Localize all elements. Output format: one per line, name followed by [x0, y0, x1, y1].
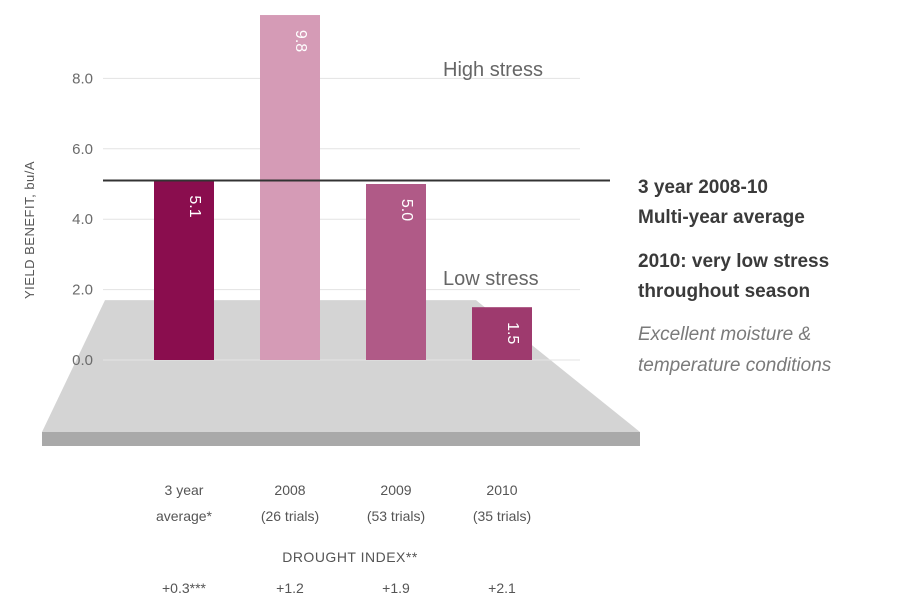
bars: [154, 15, 532, 360]
category-label-line1: 2008: [274, 482, 305, 498]
value-label-3yr-average: 5.1: [186, 195, 203, 217]
bar-2008: [260, 15, 320, 360]
bar-value-labels: 5.1 9.8 5.0 1.5: [186, 30, 521, 345]
y-tick-label: 0.0: [72, 352, 93, 369]
bar-2010: [472, 307, 532, 360]
conditions-annotation-line2: temperature conditions: [638, 355, 832, 376]
category-label-line1: 2009: [380, 482, 411, 498]
drought-index-value: +1.2: [276, 580, 304, 596]
average-annotation-line1: 3 year 2008-10: [638, 177, 768, 198]
low-stress-zone: [42, 300, 640, 432]
category-label-line2: average*: [156, 508, 213, 524]
y-tick-label: 2.0: [72, 282, 93, 299]
drought-index-values: +0.3*** +1.2 +1.9 +2.1: [162, 580, 516, 596]
value-label-2009: 5.0: [398, 199, 415, 221]
y-axis-ticks: 0.0 2.0 4.0 6.0 8.0: [72, 70, 93, 369]
average-annotation-line2: Multi-year average: [638, 207, 805, 228]
low-stress-zone-base: [42, 432, 640, 446]
bar-2009: [366, 184, 426, 360]
drought-index-label: DROUGHT INDEX**: [282, 549, 418, 565]
high-stress-label: High stress: [443, 59, 543, 81]
y-tick-label: 8.0: [72, 70, 93, 87]
category-label-line2: (26 trials): [261, 508, 319, 524]
y-axis-label: YIELD BENEFIT, bu/A: [22, 161, 37, 299]
drought-index-value: +0.3***: [162, 580, 207, 596]
category-label-line1: 2010: [486, 482, 517, 498]
drought-index-value: +2.1: [488, 580, 516, 596]
y-tick-label: 6.0: [72, 141, 93, 158]
category-label-line1: 3 year: [165, 482, 204, 498]
stress-annotation-line1: 2010: very low stress: [638, 251, 830, 272]
bar-3yr-average: [154, 180, 214, 360]
y-tick-label: 4.0: [72, 211, 93, 228]
value-label-2010: 1.5: [504, 322, 521, 344]
stress-annotation-line2: throughout season: [638, 281, 811, 302]
conditions-annotation-line1: Excellent moisture &: [638, 324, 812, 345]
category-label-line2: (53 trials): [367, 508, 425, 524]
low-stress-label: Low stress: [443, 268, 539, 290]
category-label-line2: (35 trials): [473, 508, 531, 524]
drought-index-value: +1.9: [382, 580, 410, 596]
value-label-2008: 9.8: [292, 30, 309, 52]
category-labels: 3 year average* 2008 (26 trials) 2009 (5…: [156, 482, 531, 524]
